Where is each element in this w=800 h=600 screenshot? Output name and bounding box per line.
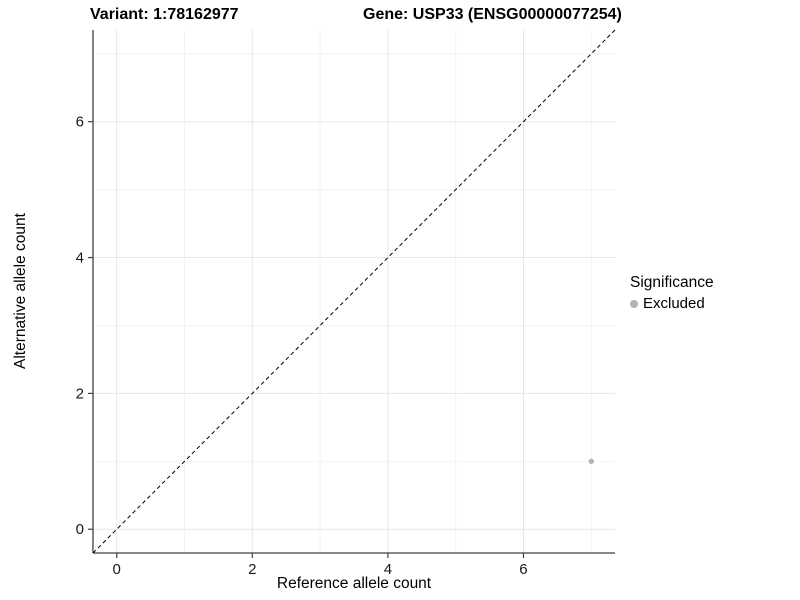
data-point bbox=[588, 458, 594, 465]
x-tick-label: 6 bbox=[519, 561, 527, 578]
x-tick-label: 4 bbox=[384, 561, 392, 578]
plot-title-gene: Gene: USP33 (ENSG00000077254) bbox=[363, 6, 622, 23]
legend-title: Significance bbox=[630, 274, 714, 291]
y-axis-label: Alternative allele count bbox=[12, 213, 29, 369]
x-axis-label: Reference allele count bbox=[276, 575, 432, 592]
x-tick-label: 0 bbox=[113, 561, 121, 578]
plot-title-variant: Variant: 1:78162977 bbox=[90, 6, 239, 23]
y-tick-label: 6 bbox=[76, 114, 84, 131]
identity-reference-line bbox=[92, 29, 616, 554]
y-tick-label: 0 bbox=[76, 521, 84, 538]
x-tick-label: 2 bbox=[248, 561, 256, 578]
y-tick-label: 2 bbox=[76, 385, 84, 402]
legend-item-excluded: Excluded bbox=[630, 295, 714, 312]
legend-point-icon bbox=[630, 299, 638, 308]
legend-item-label: Excluded bbox=[643, 295, 705, 312]
y-tick-label: 4 bbox=[76, 250, 84, 267]
legend: Significance Excluded bbox=[630, 274, 714, 312]
